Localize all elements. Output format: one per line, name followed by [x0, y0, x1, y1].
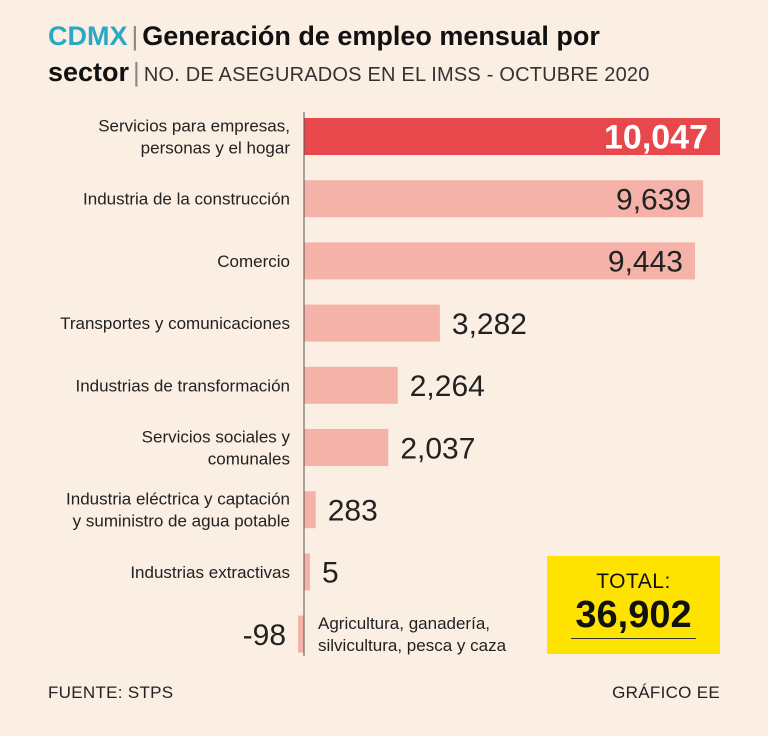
value-label-4: 2,264 — [410, 370, 485, 403]
title-line-1: CDMX | Generación de empleo mensual por — [48, 18, 748, 54]
value-label-8: -98 — [243, 619, 286, 652]
bar-6 — [304, 491, 316, 529]
category-label-7: Industrias extractivas — [130, 563, 290, 582]
bar-1 — [304, 180, 704, 218]
brand-label: CDMX — [48, 21, 128, 51]
value-label-0: 10,047 — [604, 119, 708, 157]
category-label-3: Transportes y comunicaciones — [60, 314, 290, 333]
total-value: 36,902 — [571, 594, 696, 639]
title-line-2: sector | NO. DE ASEGURADOS EN EL IMSS - OC… — [48, 54, 748, 90]
category-label-8: Agricultura, ganadería, silvicultura, pes… — [318, 614, 507, 655]
value-label-5: 2,037 — [400, 432, 475, 465]
bar-4 — [304, 366, 398, 404]
category-label-4: Industrias de transformación — [76, 376, 291, 395]
value-label-3: 3,282 — [452, 308, 527, 341]
category-label-2: Comercio — [217, 252, 290, 271]
chart-title-continued: sector — [48, 57, 130, 87]
bar-7 — [304, 553, 310, 591]
value-label-6: 283 — [328, 495, 378, 528]
chart-title: Generación de empleo mensual por — [142, 21, 600, 51]
chart-subtitle: NO. DE ASEGURADOS EN EL IMSS - OCTUBRE 2… — [143, 64, 650, 86]
total-label: TOTAL: — [596, 570, 671, 593]
value-label-2: 9,443 — [608, 246, 683, 279]
value-label-1: 9,639 — [616, 184, 691, 217]
bar-5 — [304, 429, 389, 466]
category-label-5: Servicios sociales y comunales — [142, 428, 291, 469]
credit-note: GRÁFICO EE — [612, 683, 720, 702]
total-box: TOTAL: 36,902 — [547, 556, 720, 654]
bar-0 — [304, 118, 720, 155]
category-label-1: Industria de la construcción — [83, 190, 290, 209]
category-label-0: Servicios para empresas, personas y el ho… — [98, 117, 290, 158]
bar-2 — [304, 242, 695, 280]
bar-3 — [304, 304, 440, 342]
source-note: FUENTE: STPS — [48, 683, 174, 702]
title-separator: | — [131, 21, 139, 51]
category-label-6: Industria eléctrica y captación y suminis… — [66, 490, 290, 531]
title-block: CDMX | Generación de empleo mensual por se… — [48, 18, 748, 90]
bar-8 — [298, 615, 304, 653]
subtitle-separator: | — [133, 57, 140, 87]
value-label-7: 5 — [322, 557, 339, 590]
